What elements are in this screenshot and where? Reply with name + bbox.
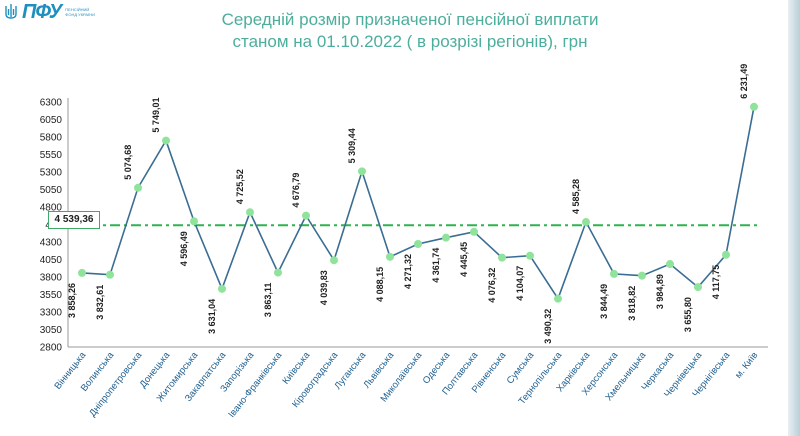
data-label: 4 361,74 [431, 248, 441, 283]
trident-icon [5, 4, 17, 19]
data-label: 3 631,04 [207, 299, 217, 334]
data-point [78, 268, 86, 277]
data-label: 3 984,89 [655, 274, 665, 309]
data-point [526, 251, 534, 260]
data-label: 3 844,49 [599, 284, 609, 319]
x-category-label: Дніпропетровська [87, 350, 145, 419]
y-tick-label: 3300 [40, 308, 63, 319]
title-line-2: станом на 01.10.2022 ( в розрізі регіоні… [232, 32, 588, 51]
data-point [246, 208, 254, 217]
y-tick-label: 6050 [40, 115, 63, 126]
x-category-label: м. Київ [733, 350, 760, 381]
data-label: 4 596,49 [179, 231, 189, 266]
data-point [470, 227, 478, 236]
y-tick-label: 4050 [40, 255, 63, 266]
pfu-logo: ПФУ ПЕНСІЙНИЙ ФОНД УКРАЇНИ [3, 2, 101, 22]
data-point [638, 271, 646, 280]
data-point [750, 102, 758, 111]
logo-subtext: ПЕНСІЙНИЙ ФОНД УКРАЇНИ [65, 7, 95, 17]
y-tick-label: 5550 [40, 150, 63, 161]
y-tick-label: 2800 [40, 343, 63, 354]
data-point [274, 268, 282, 277]
data-label: 3 818,82 [627, 286, 637, 321]
average-label-box: 4 539,36 [48, 211, 100, 229]
data-label: 4 725,52 [235, 169, 245, 204]
data-point [106, 270, 114, 279]
data-label: 4 676,79 [291, 173, 301, 208]
window-edge [788, 0, 800, 436]
data-point [694, 283, 702, 292]
y-tick-label: 3050 [40, 325, 63, 336]
data-point [190, 217, 198, 226]
data-label: 3 655,80 [683, 297, 693, 332]
data-label: 5 749,01 [151, 98, 161, 133]
data-point [414, 240, 422, 249]
data-point [330, 256, 338, 265]
data-point [582, 218, 590, 227]
y-tick-label: 5300 [40, 168, 63, 179]
y-tick-label: 4300 [40, 238, 63, 249]
y-tick-label: 3800 [40, 273, 63, 284]
data-label: 4 585,28 [571, 179, 581, 214]
data-label: 4 117,75 [711, 265, 721, 300]
data-label: 4 271,32 [403, 254, 413, 289]
data-label: 3 832,61 [95, 285, 105, 320]
data-labels-group: 3 858,26 3 832,61 5 074,68 5 749,01 4 596,49… [67, 64, 749, 344]
data-label: 6 231,49 [739, 64, 749, 99]
data-label: 3 858,26 [67, 283, 77, 318]
title-line-1: Середній розмір призначеної пенсійної ви… [221, 10, 599, 29]
data-point [358, 167, 366, 176]
series-line [81, 106, 755, 301]
data-label: 4 076,32 [487, 268, 497, 303]
logo-text: ПФУ [22, 1, 62, 23]
y-tick-label: 5800 [40, 133, 63, 144]
data-point [498, 253, 506, 262]
x-category-label: Івано-Франківська [226, 350, 284, 420]
data-label: 3 863,11 [263, 283, 273, 318]
data-point [218, 284, 226, 293]
data-label: 4 088,15 [375, 267, 385, 302]
y-tick-label: 6300 [40, 98, 63, 109]
data-point [554, 294, 562, 303]
data-label: 5 309,44 [347, 128, 357, 163]
y-tick-label: 5050 [40, 185, 63, 196]
data-point [162, 136, 170, 145]
data-point [134, 183, 142, 192]
data-label: 5 074,68 [123, 145, 133, 180]
series-line-group [81, 106, 755, 301]
data-point [386, 252, 394, 261]
data-point [722, 250, 730, 259]
markers-group [78, 102, 758, 303]
data-label: 3 490,32 [543, 309, 553, 344]
data-point [610, 269, 618, 278]
x-labels-group: ВінницькаВолинськаДніпропетровськаДонець… [52, 350, 760, 421]
y-ticks: 2800305033003550380040504300455480050505… [40, 98, 63, 354]
data-label: 4 104,07 [515, 266, 525, 301]
data-point [302, 211, 310, 220]
data-point [666, 260, 674, 269]
data-label: 4 445,45 [459, 242, 469, 277]
y-tick-label: 4800 [40, 203, 63, 214]
data-label: 4 039,83 [319, 270, 329, 305]
chart-title: Середній розмір призначеної пенсійної ви… [150, 9, 670, 53]
data-point [442, 233, 450, 242]
y-tick-label: 3550 [40, 290, 63, 301]
